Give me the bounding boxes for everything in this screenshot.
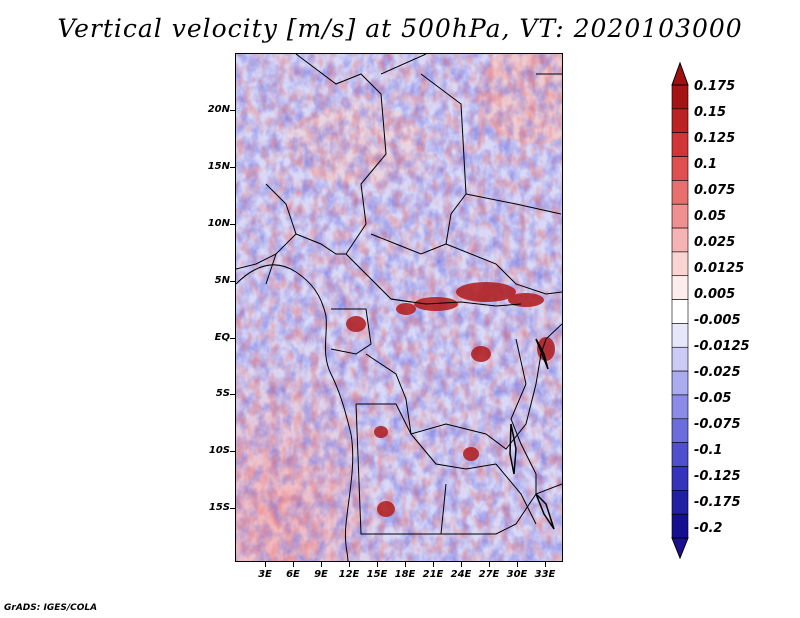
colorbar-label: 0.005 bbox=[694, 287, 736, 302]
lat-tick-20n bbox=[230, 110, 235, 111]
lat-tick-5n bbox=[230, 281, 235, 282]
colorbar-top-arrow bbox=[671, 61, 689, 86]
lon-label-33e: 33E bbox=[534, 569, 556, 580]
colorbar bbox=[671, 61, 689, 560]
colorbar-label: 0.1 bbox=[694, 157, 718, 172]
lat-tick-15n bbox=[230, 167, 235, 168]
colorbar-bin bbox=[671, 156, 689, 181]
lon-tick-21e bbox=[433, 562, 434, 567]
colorbar-bin bbox=[671, 227, 689, 253]
lon-tick-6e bbox=[293, 562, 294, 567]
colorbar-label: -0.2 bbox=[694, 521, 723, 536]
colorbar-label: 0.15 bbox=[694, 105, 727, 120]
lat-tick-10s bbox=[230, 451, 235, 452]
lon-label-24e: 24E bbox=[450, 569, 472, 580]
lon-label-21e: 21E bbox=[422, 569, 444, 580]
lon-tick-12e bbox=[349, 562, 350, 567]
colorbar-bin bbox=[671, 84, 689, 110]
colorbar-label: -0.025 bbox=[694, 365, 741, 380]
lon-tick-24e bbox=[461, 562, 462, 567]
lat-label-10s: 10S bbox=[208, 445, 230, 456]
colorbar-label: -0.125 bbox=[694, 469, 741, 484]
colorbar-bin bbox=[671, 108, 689, 133]
lon-tick-30e bbox=[517, 562, 518, 567]
colorbar-bin bbox=[671, 370, 689, 396]
colorbar-label: -0.1 bbox=[694, 443, 723, 458]
colorbar-bin bbox=[671, 513, 689, 539]
lon-label-9e: 9E bbox=[314, 569, 328, 580]
plot-title: Vertical velocity [m/s] at 500hPa, VT: 2… bbox=[57, 14, 743, 43]
colorbar-label: 0.025 bbox=[694, 235, 736, 250]
map-field bbox=[236, 54, 562, 561]
colorbar-label: -0.175 bbox=[694, 495, 741, 510]
colorbar-bin bbox=[671, 418, 689, 443]
colorbar-bin bbox=[671, 466, 689, 491]
colorbar-label: -0.05 bbox=[694, 391, 732, 406]
lon-tick-9e bbox=[321, 562, 322, 567]
lat-label-5s: 5S bbox=[215, 388, 230, 399]
colorbar-bin bbox=[671, 346, 689, 372]
lon-tick-18e bbox=[405, 562, 406, 567]
colorbar-bin bbox=[671, 394, 689, 420]
lat-label-10n: 10N bbox=[207, 218, 230, 229]
lat-label-15n: 15N bbox=[207, 161, 230, 172]
lat-label-eq: EQ bbox=[214, 332, 230, 343]
lon-label-6e: 6E bbox=[286, 569, 300, 580]
lon-label-30e: 30E bbox=[506, 569, 528, 580]
colorbar-bins bbox=[671, 84, 689, 539]
lon-tick-3e bbox=[265, 562, 266, 567]
lon-label-3e: 3E bbox=[258, 569, 272, 580]
country-borders bbox=[236, 54, 562, 561]
lat-tick-15s bbox=[230, 508, 235, 509]
colorbar-bin bbox=[671, 251, 689, 277]
lat-tick-10n bbox=[230, 224, 235, 225]
lakes bbox=[509, 338, 555, 530]
colorbar-bin bbox=[671, 180, 689, 205]
velocity-map bbox=[235, 53, 563, 562]
lat-tick-5s bbox=[230, 394, 235, 395]
colorbar-bin bbox=[671, 442, 689, 467]
colorbar-bin bbox=[671, 323, 689, 348]
colorbar-bin bbox=[671, 132, 689, 157]
lon-label-15e: 15E bbox=[366, 569, 388, 580]
colorbar-label: 0.0125 bbox=[694, 261, 745, 276]
lon-tick-33e bbox=[545, 562, 546, 567]
lat-label-20n: 20N bbox=[207, 104, 230, 115]
lat-tick-eq bbox=[230, 338, 235, 339]
lon-tick-27e bbox=[489, 562, 490, 567]
colorbar-label: 0.175 bbox=[694, 79, 736, 94]
lon-label-18e: 18E bbox=[394, 569, 416, 580]
footer-credit: GrADS: IGES/COLA bbox=[4, 603, 98, 613]
lon-label-12e: 12E bbox=[338, 569, 360, 580]
lat-label-15s: 15S bbox=[208, 502, 230, 513]
colorbar-bin bbox=[671, 299, 689, 324]
colorbar-label: 0.125 bbox=[694, 131, 736, 146]
colorbar-label: 0.05 bbox=[694, 209, 727, 224]
lon-label-27e: 27E bbox=[478, 569, 500, 580]
lat-label-5n: 5N bbox=[214, 275, 230, 286]
colorbar-label: -0.005 bbox=[694, 313, 741, 328]
lon-tick-15e bbox=[377, 562, 378, 567]
colorbar-label: -0.0125 bbox=[694, 339, 750, 354]
colorbar-bin bbox=[671, 275, 689, 300]
convective-cores bbox=[346, 282, 555, 517]
colorbar-bin bbox=[671, 490, 689, 515]
colorbar-bin bbox=[671, 203, 689, 229]
colorbar-label: 0.075 bbox=[694, 183, 736, 198]
colorbar-bottom-arrow bbox=[671, 537, 689, 560]
colorbar-label: -0.075 bbox=[694, 417, 741, 432]
